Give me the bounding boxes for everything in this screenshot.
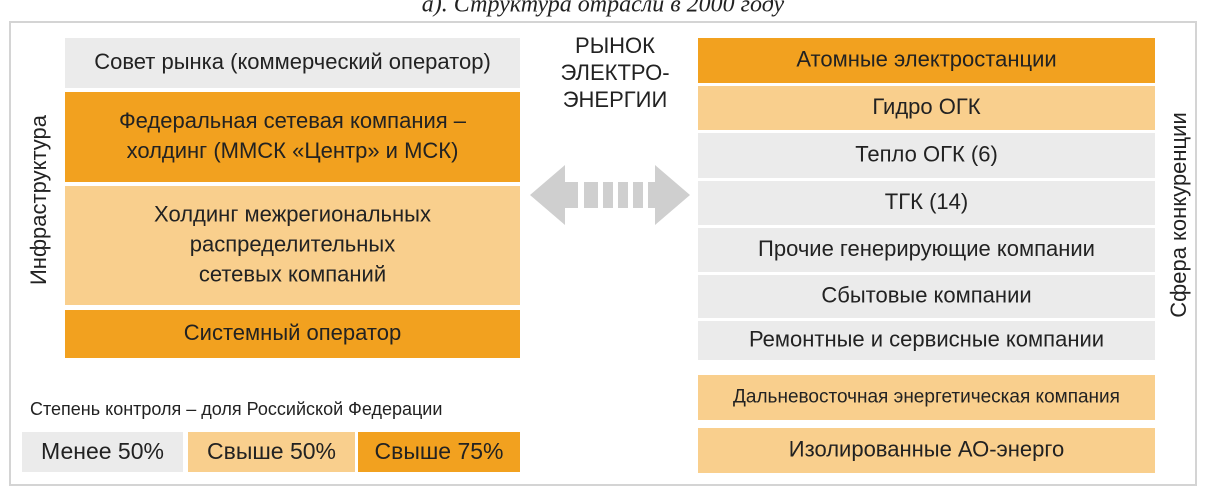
box bbox=[698, 275, 1155, 318]
box bbox=[698, 228, 1155, 272]
box bbox=[698, 428, 1155, 473]
box-text: Сбытовые компании bbox=[821, 282, 1031, 307]
box-text: распределительных bbox=[190, 231, 395, 256]
box bbox=[65, 310, 520, 358]
legend-label: Свыше 50% bbox=[207, 438, 336, 464]
box bbox=[698, 181, 1155, 225]
box-text: Ремонтные и сервисные компании bbox=[749, 326, 1104, 351]
box bbox=[698, 133, 1155, 178]
legend-swatch bbox=[358, 432, 520, 472]
legend-label: Свыше 75% bbox=[374, 438, 503, 464]
box bbox=[698, 321, 1155, 360]
legend-swatch bbox=[22, 432, 183, 472]
right-label: Сфера конкуренции bbox=[1166, 112, 1191, 318]
box bbox=[698, 86, 1155, 130]
title: а). Структура отрасли в 2000 году bbox=[422, 0, 785, 18]
box-text: Дальневосточная энергетическая компания bbox=[733, 387, 1120, 408]
box-text: Тепло ОГК (6) bbox=[855, 141, 998, 166]
box bbox=[65, 186, 520, 305]
center-label: ЭНЕРГИИ bbox=[563, 87, 668, 112]
box bbox=[698, 375, 1155, 420]
center-label: ЭЛЕКТРО- bbox=[560, 60, 669, 85]
double-arrow bbox=[530, 165, 690, 225]
box-text: холдинг (ММСК «Центр» и МСК) bbox=[127, 138, 459, 163]
box-text: Системный оператор bbox=[184, 320, 401, 345]
legend-title: Степень контроля – доля Российской Федер… bbox=[30, 399, 442, 419]
box bbox=[65, 92, 520, 182]
box-text: Изолированные АО-энерго bbox=[789, 436, 1064, 461]
box-text: Федеральная сетевая компания – bbox=[119, 108, 467, 133]
box-text: Прочие генерирующие компании bbox=[758, 236, 1095, 261]
box-text: Гидро ОГК bbox=[872, 94, 980, 119]
box bbox=[65, 38, 520, 88]
box-text: сетевых компаний bbox=[199, 261, 386, 286]
legend-swatch bbox=[188, 432, 355, 472]
box-text: Совет рынка (коммерческий оператор) bbox=[94, 49, 491, 74]
box-text: Атомные электростанции bbox=[796, 46, 1056, 71]
left-label: Инфраструктура bbox=[26, 114, 51, 285]
center-label: РЫНОК bbox=[575, 33, 655, 58]
box-text: Холдинг межрегиональных bbox=[154, 201, 431, 226]
box-text: ТГК (14) bbox=[885, 189, 968, 214]
box bbox=[698, 38, 1155, 83]
legend-label: Менее 50% bbox=[41, 438, 164, 464]
